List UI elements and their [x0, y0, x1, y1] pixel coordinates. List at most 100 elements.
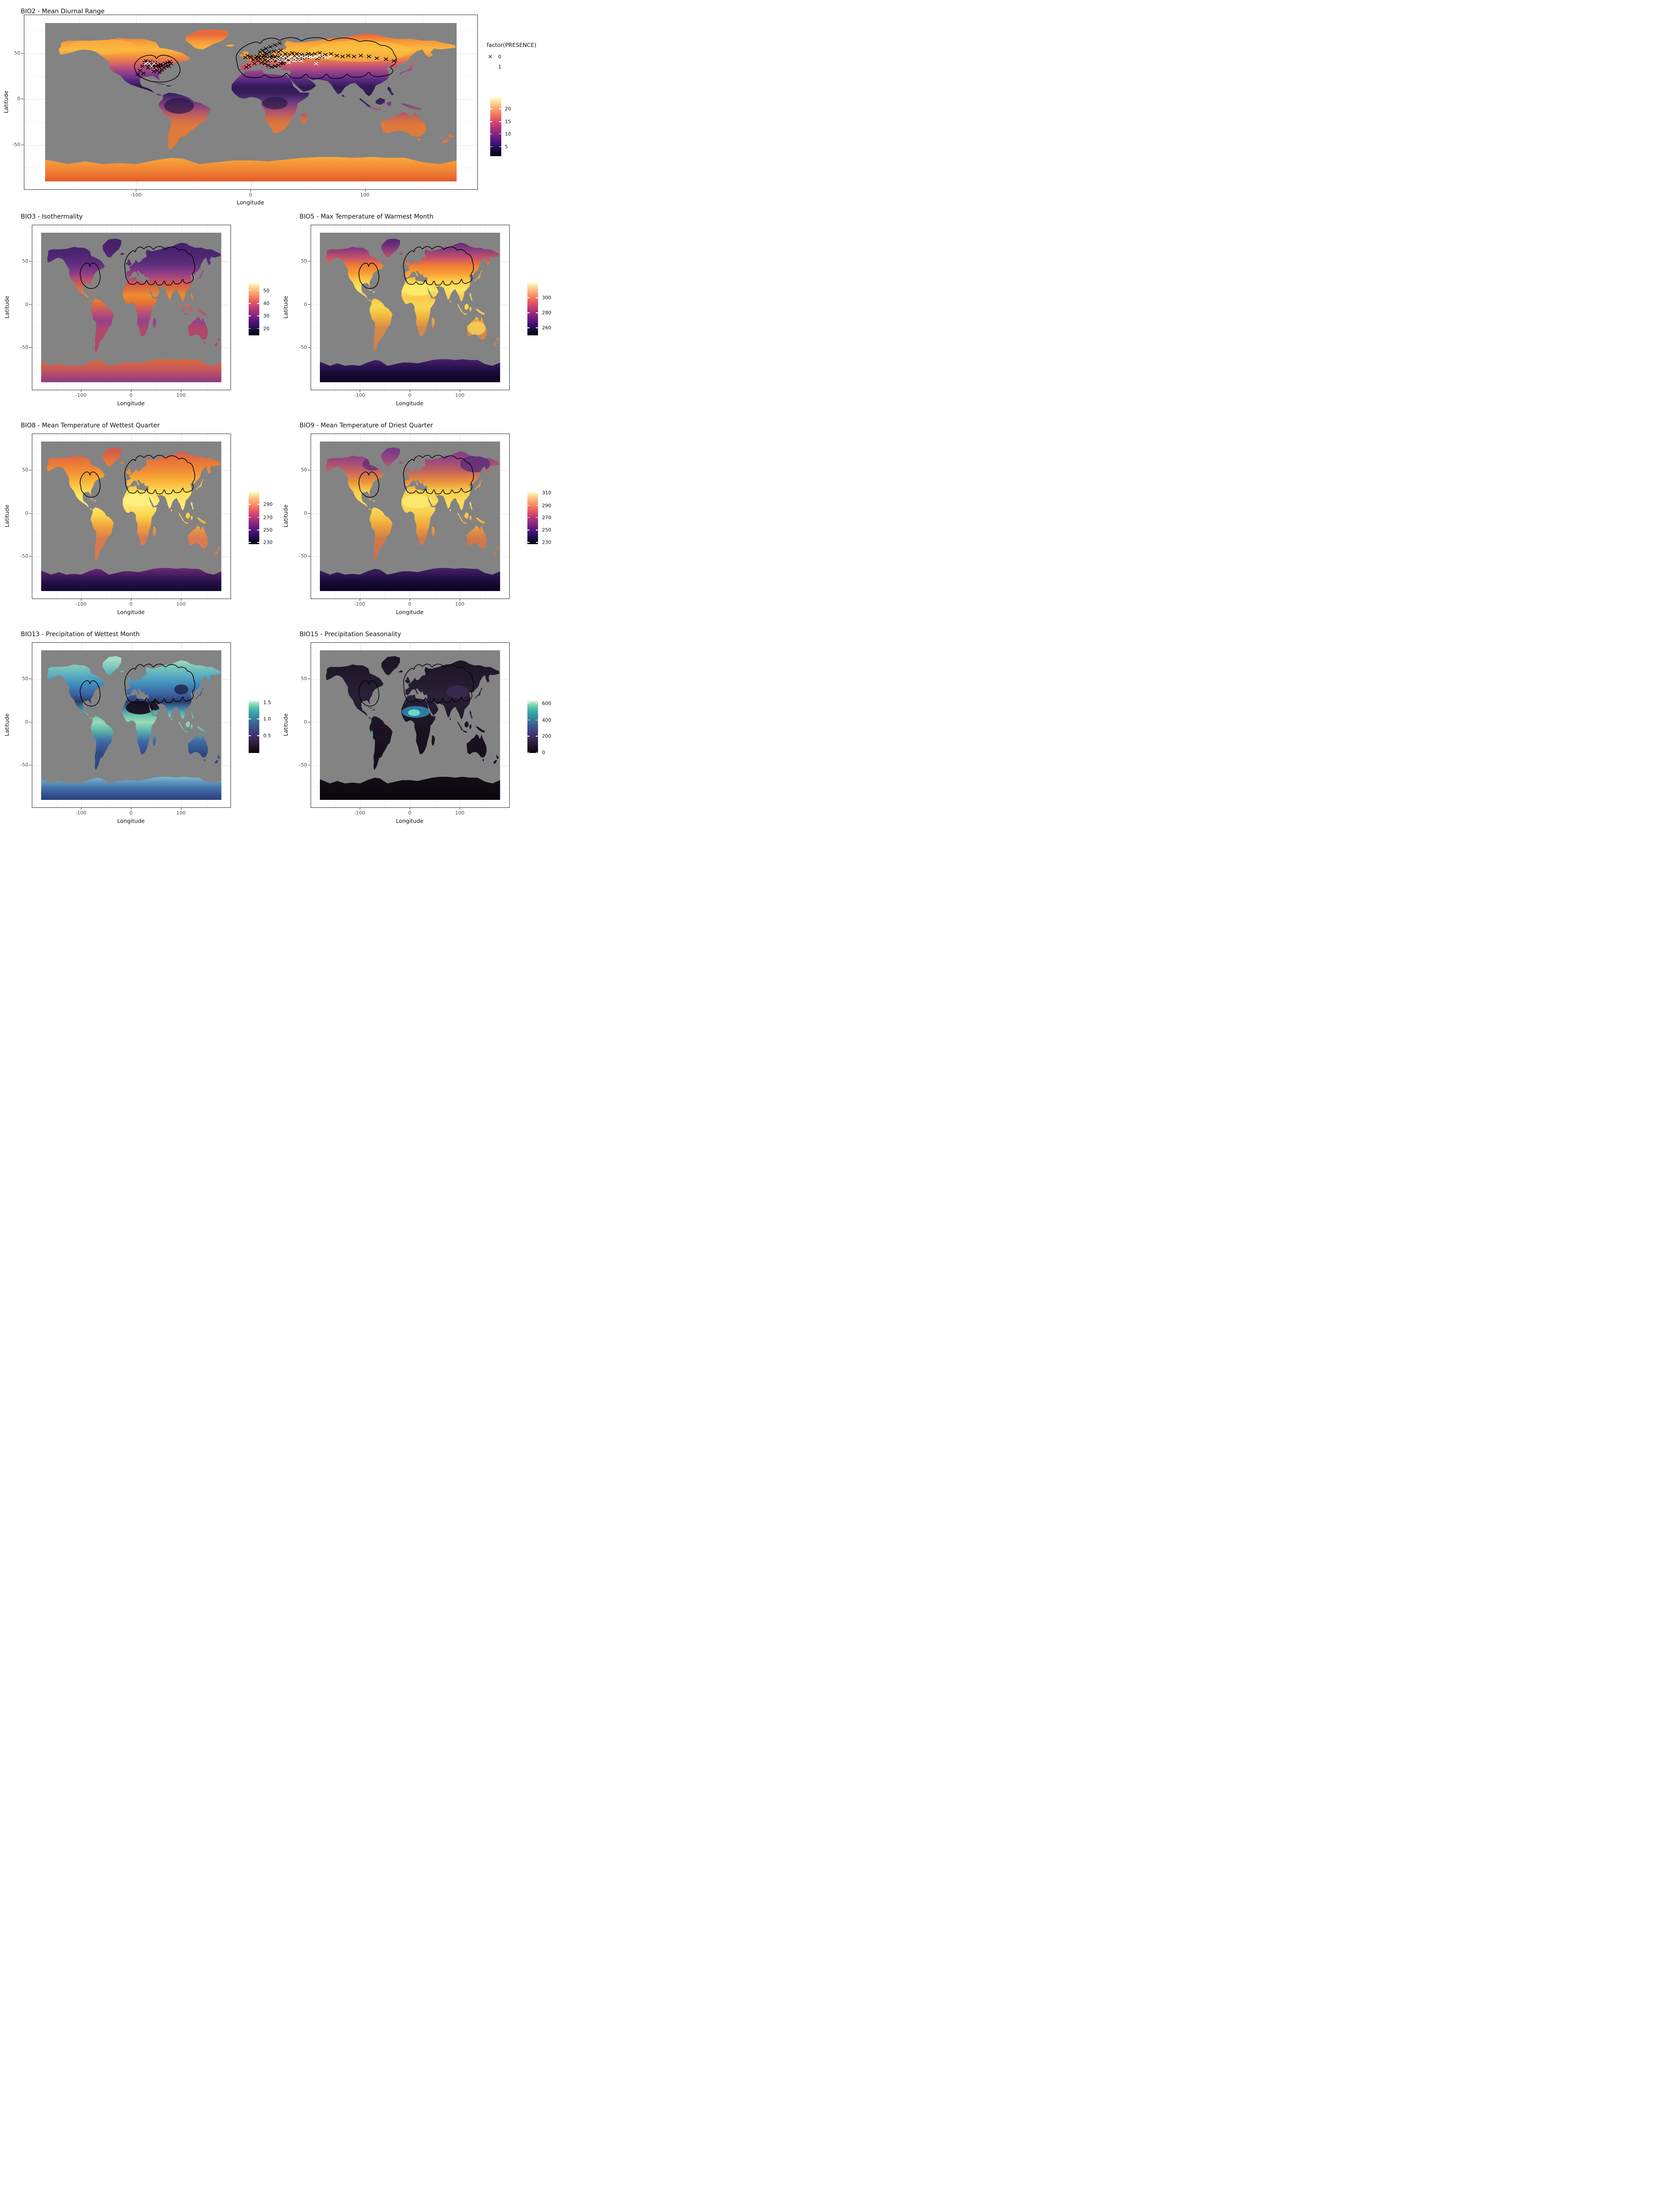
colorbar-tick-label: 40	[263, 300, 269, 307]
y-tick: 0	[304, 719, 307, 725]
world-map	[41, 650, 222, 800]
colorbar-tick-label: 20	[505, 106, 511, 112]
x-tick: 100	[176, 601, 186, 607]
colorbar-tick-mark	[257, 517, 259, 518]
y-tick: 0	[304, 301, 307, 307]
x-tick: 0	[129, 810, 133, 816]
colorbar-tick-mark	[490, 146, 492, 147]
colorbar-tick-label: 600	[542, 700, 551, 707]
x-tick-labels: -100 0 100	[32, 601, 230, 607]
colorbar-tick-mark	[527, 703, 530, 704]
range-contour-north-america	[81, 263, 100, 288]
colorbar-tick-mark	[257, 542, 259, 543]
colorbar-bio9: 310 290 270 250 230	[527, 490, 557, 545]
x-tick: 0	[249, 192, 252, 198]
x-tick: 100	[455, 601, 465, 607]
x-tick-labels: -100 0 100	[24, 192, 477, 198]
map-panel-bio2: BIO2 - Mean Diurnal Range Latitude 50 0 …	[0, 0, 557, 206]
x-tick-mark	[250, 189, 251, 192]
y-tick-labels: 50 0 -50	[0, 225, 28, 389]
x-tick: 0	[408, 810, 411, 816]
colorbar-gradient	[249, 701, 259, 753]
y-tick: -50	[299, 762, 307, 768]
range-contour-eurasia	[125, 664, 195, 703]
map-panel-bio9: BIO9 - Mean Temperature of Driest Quarte…	[279, 414, 557, 623]
presence-markers-presence	[144, 54, 332, 67]
colorbar-tick-label: 200	[542, 733, 551, 739]
range-contour-north-america	[359, 472, 379, 497]
y-tick: -50	[299, 553, 307, 559]
colorbar-tick-label: 10	[505, 131, 511, 137]
colorbar-tick-mark	[257, 735, 259, 736]
colorbar-tick-mark	[249, 290, 251, 291]
colorbar-tick-mark	[249, 517, 251, 518]
y-tick: -50	[299, 344, 307, 350]
antarctica	[320, 359, 500, 383]
x-tick: 100	[360, 192, 370, 198]
presence-legend-item: × 0	[487, 52, 557, 62]
colorbar-tick-mark	[490, 121, 492, 122]
colorbar-gradient	[527, 492, 538, 544]
antarctica	[41, 359, 222, 383]
colorbar-tick-label: 400	[542, 717, 551, 723]
presence-legend-title: factor(PRESENCE)	[487, 42, 537, 48]
colorbar-tick-label: 0.5	[263, 733, 271, 739]
y-tick: 50	[22, 467, 28, 473]
colorbar-tick-mark	[527, 719, 530, 721]
y-tick: 50	[301, 467, 307, 473]
x-tick: 0	[129, 601, 133, 607]
y-tick: 0	[25, 301, 28, 307]
world-map	[41, 232, 222, 383]
panel-title: BIO3 - Isothermality	[21, 213, 83, 220]
x-axis-label: Longitude	[117, 609, 145, 615]
range-contour-north-america	[359, 680, 379, 706]
colorbar-tick-mark	[527, 736, 530, 737]
y-tick-labels: 50 0 -50	[0, 15, 20, 189]
map-panel-bio3: BIO3 - Isothermality Latitude 50 0 -50 -…	[0, 205, 279, 414]
x-tick: -100	[75, 392, 87, 398]
x-tick: 100	[455, 810, 465, 816]
range-contour-north-america	[81, 472, 100, 497]
colorbar-tick-label: 230	[263, 539, 273, 545]
colorbar-tick-mark	[527, 327, 530, 328]
panel-title: BIO13 - Precipitation of Wettest Month	[21, 630, 140, 638]
colorbar-tick-mark	[257, 504, 259, 505]
world-map	[320, 232, 500, 383]
panel-title: BIO2 - Mean Diurnal Range	[21, 8, 105, 15]
presence-markers-absence	[135, 42, 396, 76]
colorbar-tick-mark	[499, 121, 501, 122]
x-tick: 100	[455, 392, 465, 398]
x-marker-icon: ×	[488, 54, 493, 60]
colorbar-tick-label: 290	[263, 501, 273, 507]
colorbar-tick-mark	[249, 542, 251, 543]
presence-legend-item: × 1	[487, 62, 557, 72]
figure: BIO2 - Mean Diurnal Range Latitude 50 0 …	[0, 0, 557, 836]
colorbar-gradient	[527, 701, 538, 753]
colorbar-tick-label: 270	[542, 515, 551, 521]
panel-title: BIO8 - Mean Temperature of Wettest Quart…	[21, 422, 160, 429]
y-tick-labels: 50 0 -50	[279, 434, 307, 598]
range-contour-north-america	[81, 680, 100, 706]
x-tick: -100	[354, 601, 365, 607]
range-contour-north-america	[134, 55, 180, 82]
y-tick: -50	[20, 762, 28, 768]
range-contour-eurasia	[236, 38, 396, 79]
x-tick: 100	[176, 392, 186, 398]
y-tick: -50	[12, 142, 20, 148]
colorbar-tick-mark	[536, 492, 538, 493]
panel-title: BIO15 - Precipitation Seasonality	[300, 630, 401, 638]
range-contour-eurasia	[404, 246, 473, 285]
colorbar-tick-mark	[249, 735, 251, 736]
colorbar-gradient	[490, 98, 501, 156]
x-axis-label: Longitude	[396, 818, 424, 824]
x-tick-labels: -100 0 100	[32, 810, 230, 816]
regional-overlays	[126, 684, 188, 714]
colorbar-tick-mark	[527, 752, 530, 753]
y-tick: 0	[25, 510, 28, 516]
map-plot	[32, 434, 231, 599]
x-axis-label: Longitude	[117, 400, 145, 407]
colorbar-bio5: 300 280 260	[527, 283, 557, 335]
y-tick-mark	[308, 304, 310, 305]
x-tick: -100	[75, 810, 87, 816]
colorbar-tick-mark	[536, 327, 538, 328]
